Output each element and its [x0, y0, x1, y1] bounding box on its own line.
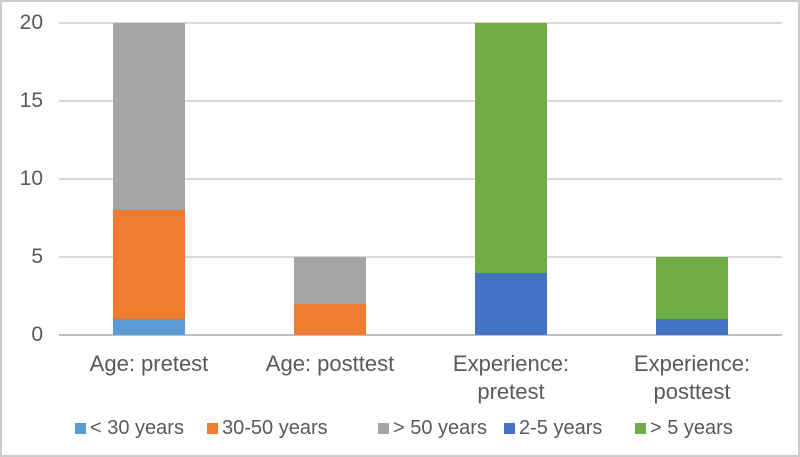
bar-segment--5-years: [475, 23, 547, 273]
legend-item: > 5 years: [635, 415, 733, 441]
x-category-label-line: Age: posttest: [265, 351, 395, 376]
x-category-label: Age: pretest: [59, 350, 239, 378]
y-tick-label: 20: [19, 11, 43, 34]
legend-swatch: [635, 422, 646, 434]
y-tick-label: 10: [19, 167, 43, 190]
y-tick-label: 15: [19, 89, 43, 112]
gridline: [59, 256, 782, 258]
x-axis-line: [59, 334, 782, 336]
legend-label: > 5 years: [650, 416, 733, 439]
x-category-label-line: Experience:: [452, 351, 570, 376]
bar-segment-2-5-years: [475, 273, 547, 335]
x-category-label: Experience: posttest: [602, 350, 782, 406]
y-tick-label: 0: [31, 323, 43, 346]
x-category-label-line: pretest: [477, 379, 545, 404]
legend-item: 30-50 years: [207, 415, 328, 441]
legend-label: 30-50 years: [222, 416, 328, 439]
y-tick-label: 5: [31, 245, 43, 268]
legend-swatch: [378, 422, 389, 434]
gridline: [59, 100, 782, 102]
x-category-label-line: Age: pretest: [89, 351, 209, 376]
legend-label: > 50 years: [393, 416, 487, 439]
legend-item: > 50 years: [378, 415, 487, 441]
bar-segment-30-50-years: [294, 304, 366, 335]
bar-segment--30-years: [113, 319, 185, 335]
bar-segment--5-years: [656, 257, 728, 319]
bar-segment--50-years: [113, 23, 185, 210]
x-category-label-line: Experience:: [633, 351, 751, 376]
legend-swatch: [75, 422, 86, 434]
bar-segment-30-50-years: [113, 210, 185, 319]
legend-swatch: [207, 422, 218, 434]
x-category-label-line: posttest: [653, 379, 731, 404]
x-category-label: Experience: pretest: [421, 350, 601, 406]
gridline: [59, 178, 782, 180]
legend-label: 2-5 years: [519, 416, 603, 439]
legend-label: < 30 years: [90, 416, 184, 439]
x-category-label: Age: posttest: [240, 350, 420, 378]
legend-item: < 30 years: [75, 415, 184, 441]
gridline: [59, 22, 782, 24]
bar-segment--50-years: [294, 257, 366, 304]
bar-segment-2-5-years: [656, 319, 728, 335]
legend-swatch: [504, 422, 515, 434]
legend-item: 2-5 years: [504, 415, 602, 441]
